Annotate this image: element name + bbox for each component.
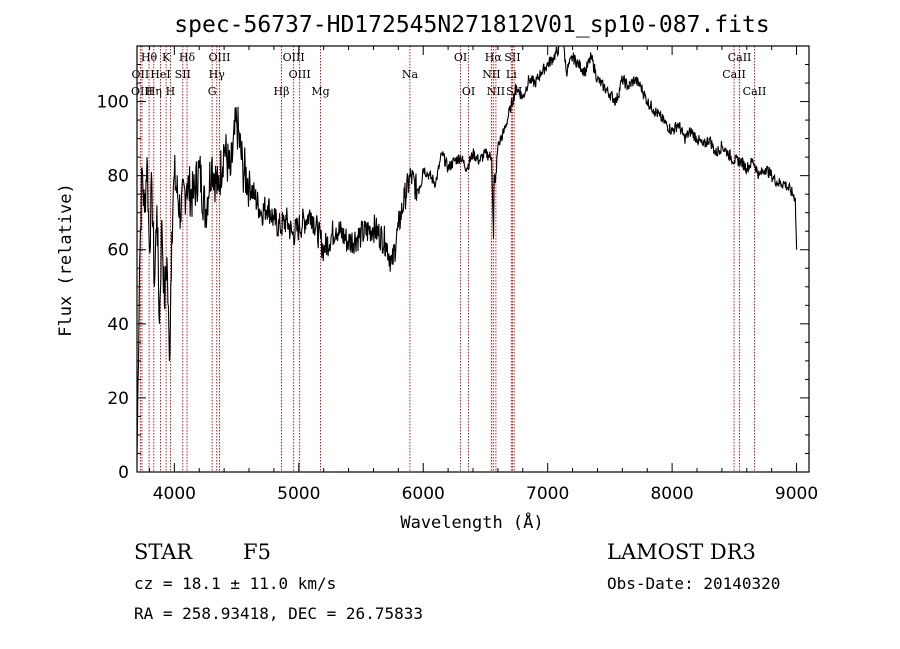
- spectral-line-label: OII: [132, 68, 150, 81]
- spectral-line-label: OI: [454, 51, 467, 64]
- spectral-line-label: K: [162, 51, 171, 64]
- observation-date: Obs-Date: 20140320: [607, 574, 781, 593]
- spectral-line-label: HeI: [150, 68, 170, 81]
- x-axis-label: Wavelength (Å): [400, 511, 543, 533]
- spectral-subclass: F5: [243, 540, 271, 564]
- spectral-line-label: Na: [402, 68, 419, 81]
- spectral-line-markers: [139, 46, 755, 472]
- spectral-line-label: Li: [506, 68, 517, 81]
- spectral-line-label: OIII: [208, 51, 230, 64]
- spectral-line-label: NII: [487, 85, 505, 98]
- spectral-line-label: SII: [175, 68, 191, 81]
- spectral-line-label: NII: [482, 68, 500, 81]
- y-tick-label: 20: [107, 389, 129, 409]
- spectral-line-label: G: [208, 85, 217, 98]
- spectral-line-label: Hη: [146, 85, 162, 98]
- spectral-line-label: CaII: [722, 68, 746, 81]
- x-axis-ticks: 4000 5000 6000 7000 8000 9000: [148, 46, 818, 504]
- spectral-line-label: H: [166, 85, 176, 98]
- object-class: STAR: [134, 540, 193, 564]
- spectral-line-label: Hγ: [209, 68, 226, 81]
- spectral-line-label: SII: [504, 51, 520, 64]
- spectral-line-label: Hα: [485, 51, 503, 64]
- survey-name: LAMOST DR3: [607, 540, 756, 564]
- spectral-line-label: Mg: [311, 85, 329, 98]
- spectral-line-label: CaII: [728, 51, 752, 64]
- y-tick-label: 60: [107, 241, 129, 261]
- spectral-line-label: OIII: [283, 51, 305, 64]
- x-tick-label: 9000: [775, 484, 818, 504]
- x-tick-label: 5000: [277, 484, 320, 504]
- x-tick-label: 6000: [402, 484, 445, 504]
- spectral-line-label: Hδ: [179, 51, 196, 64]
- x-tick-label: 4000: [153, 484, 196, 504]
- y-tick-label: 0: [118, 463, 129, 483]
- spectral-line-label: OIII: [289, 68, 311, 81]
- coordinates: RA = 258.93418, DEC = 26.75833: [134, 604, 423, 623]
- x-tick-label: 8000: [650, 484, 693, 504]
- y-axis-label: Flux (relative): [56, 183, 76, 337]
- spectral-line-label: SII: [506, 85, 522, 98]
- spectral-line-label: Hβ: [274, 85, 290, 98]
- y-axis-ticks: 0 20 40 60 80 100: [97, 64, 809, 483]
- y-tick-label: 100: [97, 93, 129, 113]
- spectrum-line: [136, 45, 798, 461]
- spectral-line-label: CaII: [743, 85, 767, 98]
- spectral-line-label: Hθ: [141, 51, 158, 64]
- chart-title: spec-56737-HD172545N271812V01_sp10-087.f…: [174, 12, 769, 38]
- spectral-line-label: OI: [462, 85, 475, 98]
- redshift-cz: cz = 18.1 ± 11.0 km/s: [134, 574, 337, 593]
- y-tick-label: 80: [107, 167, 129, 187]
- x-tick-label: 7000: [526, 484, 569, 504]
- y-tick-label: 40: [107, 315, 129, 335]
